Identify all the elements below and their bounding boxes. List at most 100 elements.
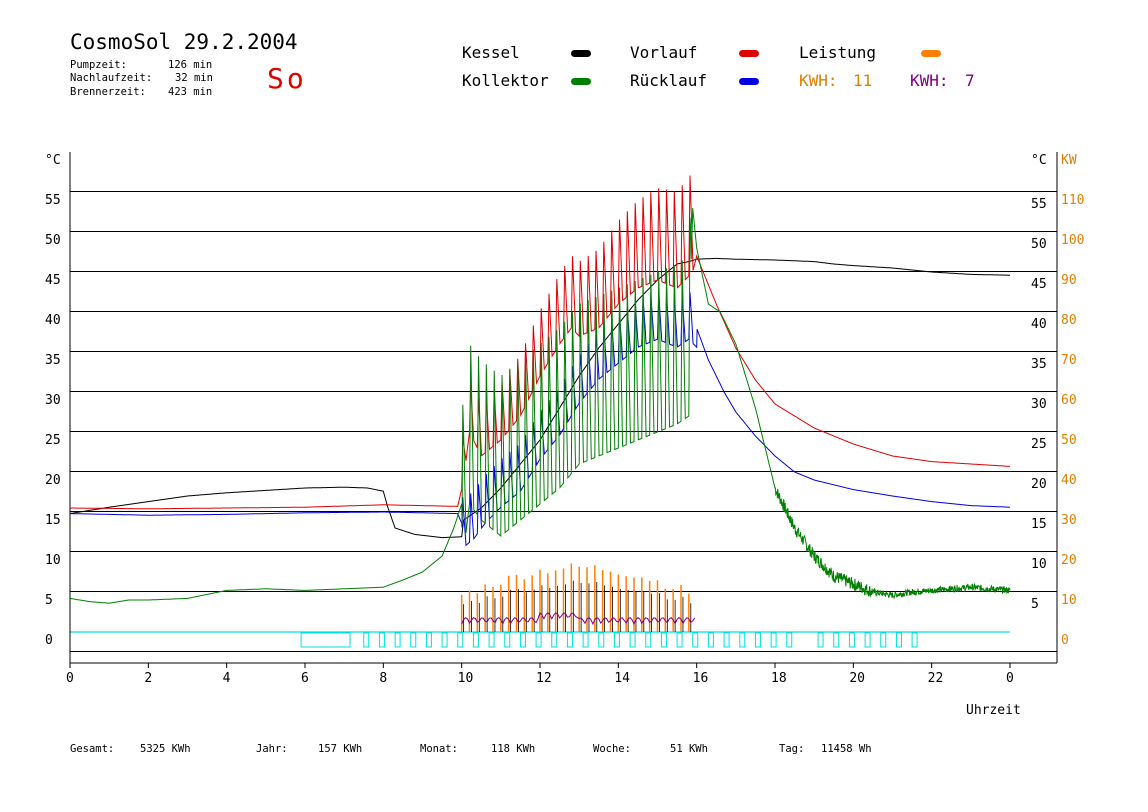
legend-kessel-swatch (571, 50, 591, 57)
x-tick-label: 14 (614, 671, 630, 686)
y-tick-kw: 110 (1061, 193, 1084, 208)
stat-monat-label: Monat: (420, 743, 458, 755)
brennerzeit-label: Brennerzeit: (70, 86, 146, 98)
legend-vorlauf-swatch (739, 50, 759, 57)
legend-kwh2-value: 7 (965, 71, 975, 90)
pump-status-block (504, 632, 511, 648)
x-tick-label: 20 (849, 671, 865, 686)
chart-title: CosmoSol 29.2.2004 (70, 30, 298, 54)
y-tick-right: 5 (1031, 597, 1039, 612)
y-unit-left: °C (45, 153, 61, 168)
y-tick-right: 30 (1031, 397, 1047, 412)
y-tick-right: 50 (1031, 237, 1047, 252)
pumpzeit-label: Pumpzeit: (70, 59, 127, 71)
y-tick-right: 15 (1031, 517, 1047, 532)
x-axis-label: Uhrzeit (966, 703, 1021, 718)
stat-tag-label: Tag: (779, 743, 805, 755)
legend-leistung-swatch (921, 50, 941, 57)
pump-status-block (864, 632, 871, 648)
pump-status-block (692, 632, 699, 648)
y-tick-left: 55 (45, 193, 61, 208)
pump-status-block (754, 632, 761, 648)
x-tick-label: 0 (1006, 671, 1014, 686)
stat-tag-value: 11458 Wh (821, 743, 872, 755)
pump-status-block (629, 632, 636, 648)
pump-status-block (535, 632, 542, 648)
pump-status-block (707, 632, 714, 648)
legend-ruecklauf-swatch (739, 78, 759, 85)
y-tick-left: 10 (45, 553, 61, 568)
legend-kwh2-label: KWH: (910, 71, 949, 90)
pump-status-block (378, 632, 385, 648)
pump-status-block (472, 632, 479, 648)
legend-leistung: Leistung (799, 43, 877, 62)
pump-status-block (645, 632, 652, 648)
series-line-vorlauf (70, 175, 1010, 510)
legend-vorlauf: Vorlauf (630, 43, 698, 62)
y-tick-left: 50 (45, 233, 61, 248)
x-tick-label: 10 (458, 671, 474, 686)
nachlaufzeit-value: 32 min (175, 72, 213, 84)
legend-kollektor: Kollektor (462, 71, 549, 90)
x-tick-label: 12 (536, 671, 552, 686)
pump-status-block (410, 632, 417, 648)
pump-status-block (660, 632, 667, 648)
y-tick-right: 25 (1031, 437, 1047, 452)
pump-status-block (848, 632, 855, 648)
power-bars (300, 563, 918, 648)
y-tick-kw: 60 (1061, 393, 1077, 408)
legend-ruecklauf: Rücklauf (630, 71, 708, 90)
x-tick-label: 16 (693, 671, 709, 686)
y-tick-left: 20 (45, 473, 61, 488)
y-tick-kw: 0 (1061, 633, 1069, 648)
pump-status-block (676, 632, 683, 648)
legend-kollektor-swatch (571, 78, 591, 85)
pump-status-block (488, 632, 495, 648)
y-tick-right: 55 (1031, 197, 1047, 212)
nachlaufzeit-label: Nachlaufzeit: (70, 72, 153, 84)
weekday-label: So (267, 62, 307, 95)
y-tick-right: 10 (1031, 557, 1047, 572)
x-tick-label: 18 (771, 671, 787, 686)
pump-status-block (817, 632, 824, 648)
pump-status-block (770, 632, 777, 648)
pump-status-block (363, 632, 370, 648)
legend-kwh1-label: KWH: (799, 71, 838, 90)
x-tick-label: 2 (144, 671, 152, 686)
x-tick-label: 4 (223, 671, 231, 686)
stat-gesamt-label: Gesamt: (70, 743, 115, 755)
series-line-kollektor (69, 207, 1011, 604)
y-tick-kw: 90 (1061, 273, 1077, 288)
stat-gesamt-value: 5325 KWh (140, 743, 191, 755)
brennerzeit-value: 423 min (168, 86, 213, 98)
pump-status-block (880, 632, 887, 648)
y-unit-right-kw: KW (1061, 153, 1077, 168)
y-tick-kw: 40 (1061, 473, 1077, 488)
y-tick-right: 45 (1031, 277, 1047, 292)
pump-status-block (519, 632, 526, 648)
y-tick-kw: 10 (1061, 593, 1077, 608)
y-tick-right: 20 (1031, 477, 1047, 492)
stat-woche-label: Woche: (593, 743, 631, 755)
pump-status-block (895, 632, 902, 648)
pump-status-block (723, 632, 730, 648)
y-tick-kw: 30 (1061, 513, 1077, 528)
x-tick-label: 6 (301, 671, 309, 686)
series-line-rücklauf (70, 291, 1010, 547)
y-tick-left: 15 (45, 513, 61, 528)
stat-jahr-label: Jahr: (256, 743, 288, 755)
pump-status-block (739, 632, 746, 648)
pumpzeit-value: 126 min (168, 59, 213, 71)
y-tick-kw: 100 (1061, 233, 1084, 248)
pump-status-block (582, 632, 589, 648)
y-tick-kw: 70 (1061, 353, 1077, 368)
pump-status-block (551, 632, 558, 648)
y-tick-left: 45 (45, 273, 61, 288)
axes (69, 152, 1058, 668)
x-tick-label: 0 (66, 671, 74, 686)
y-tick-right: 40 (1031, 317, 1047, 332)
pump-status-block (833, 632, 840, 648)
pump-status-block (911, 632, 918, 648)
